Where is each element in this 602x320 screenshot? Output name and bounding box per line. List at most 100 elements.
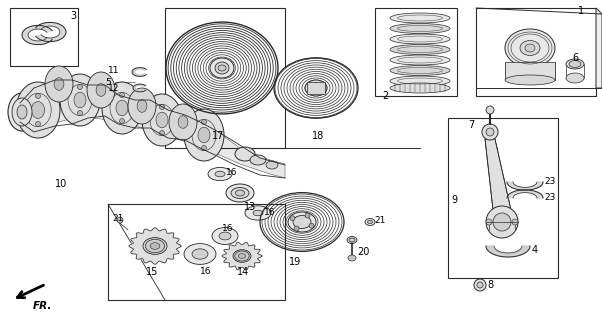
Ellipse shape bbox=[245, 206, 271, 220]
Text: 10: 10 bbox=[55, 179, 67, 189]
Ellipse shape bbox=[390, 76, 450, 86]
Text: 17: 17 bbox=[212, 131, 225, 141]
Polygon shape bbox=[596, 8, 602, 88]
Bar bbox=[307, 82, 325, 94]
Bar bbox=[505, 62, 555, 80]
Text: 6: 6 bbox=[572, 53, 578, 63]
Text: 9: 9 bbox=[451, 195, 457, 205]
Ellipse shape bbox=[215, 171, 225, 177]
Text: 5: 5 bbox=[105, 77, 111, 86]
Text: 23: 23 bbox=[544, 193, 556, 202]
Ellipse shape bbox=[525, 44, 535, 52]
Ellipse shape bbox=[238, 253, 246, 259]
Polygon shape bbox=[124, 100, 155, 118]
Ellipse shape bbox=[198, 127, 210, 143]
Polygon shape bbox=[22, 25, 52, 44]
Ellipse shape bbox=[235, 147, 255, 161]
Circle shape bbox=[36, 93, 40, 99]
Polygon shape bbox=[42, 82, 78, 112]
Ellipse shape bbox=[116, 100, 128, 116]
Ellipse shape bbox=[45, 66, 73, 102]
Ellipse shape bbox=[566, 73, 584, 83]
Ellipse shape bbox=[235, 251, 249, 261]
Text: 23: 23 bbox=[544, 177, 556, 186]
Ellipse shape bbox=[12, 98, 32, 126]
Bar bbox=[375, 8, 457, 96]
Ellipse shape bbox=[293, 215, 311, 228]
Ellipse shape bbox=[184, 109, 224, 161]
Bar bbox=[476, 8, 596, 96]
Circle shape bbox=[486, 106, 494, 114]
Ellipse shape bbox=[184, 244, 216, 264]
Circle shape bbox=[160, 131, 164, 135]
Circle shape bbox=[202, 119, 206, 124]
Circle shape bbox=[493, 213, 511, 231]
Polygon shape bbox=[164, 116, 194, 132]
Text: FR.: FR. bbox=[33, 301, 52, 311]
Polygon shape bbox=[84, 86, 116, 110]
Circle shape bbox=[202, 146, 206, 150]
Circle shape bbox=[309, 223, 314, 228]
Ellipse shape bbox=[288, 212, 316, 232]
Ellipse shape bbox=[250, 155, 266, 165]
Circle shape bbox=[78, 110, 82, 116]
Ellipse shape bbox=[96, 84, 106, 96]
Text: 16: 16 bbox=[200, 267, 211, 276]
Ellipse shape bbox=[17, 105, 27, 119]
Text: 13: 13 bbox=[244, 202, 256, 212]
Ellipse shape bbox=[60, 74, 100, 126]
Ellipse shape bbox=[390, 13, 450, 23]
Circle shape bbox=[160, 105, 164, 109]
Bar bbox=[108, 204, 285, 300]
Polygon shape bbox=[485, 139, 511, 210]
Ellipse shape bbox=[367, 220, 373, 223]
Ellipse shape bbox=[219, 232, 231, 240]
Text: 16: 16 bbox=[226, 167, 238, 177]
Ellipse shape bbox=[231, 188, 249, 198]
Ellipse shape bbox=[215, 62, 229, 74]
Circle shape bbox=[36, 122, 40, 126]
Ellipse shape bbox=[169, 104, 197, 140]
Ellipse shape bbox=[74, 92, 86, 108]
Text: 21: 21 bbox=[112, 213, 123, 222]
Ellipse shape bbox=[54, 78, 64, 90]
Ellipse shape bbox=[235, 190, 244, 196]
Ellipse shape bbox=[348, 255, 356, 261]
Ellipse shape bbox=[566, 59, 584, 69]
Circle shape bbox=[78, 84, 82, 90]
Ellipse shape bbox=[390, 34, 450, 44]
Circle shape bbox=[117, 217, 123, 223]
Ellipse shape bbox=[365, 219, 375, 226]
Bar bbox=[448, 118, 558, 278]
Ellipse shape bbox=[210, 58, 234, 78]
Polygon shape bbox=[486, 246, 530, 257]
Text: 7: 7 bbox=[468, 120, 474, 130]
Text: 11: 11 bbox=[108, 66, 120, 75]
Ellipse shape bbox=[150, 243, 160, 249]
Ellipse shape bbox=[390, 83, 450, 93]
Ellipse shape bbox=[569, 60, 581, 68]
Ellipse shape bbox=[349, 238, 355, 242]
Ellipse shape bbox=[390, 23, 450, 34]
Ellipse shape bbox=[143, 237, 167, 254]
Circle shape bbox=[486, 128, 494, 136]
Polygon shape bbox=[36, 22, 66, 42]
Polygon shape bbox=[507, 182, 543, 190]
Ellipse shape bbox=[166, 22, 278, 114]
Polygon shape bbox=[20, 88, 285, 178]
Ellipse shape bbox=[260, 193, 344, 252]
Polygon shape bbox=[507, 190, 543, 198]
Circle shape bbox=[486, 219, 492, 225]
Circle shape bbox=[120, 118, 125, 124]
Circle shape bbox=[120, 92, 125, 98]
Text: 12: 12 bbox=[108, 84, 119, 92]
Ellipse shape bbox=[253, 210, 263, 216]
Ellipse shape bbox=[309, 83, 323, 93]
Circle shape bbox=[486, 206, 518, 238]
Circle shape bbox=[477, 282, 483, 288]
Text: 1: 1 bbox=[578, 6, 584, 16]
Ellipse shape bbox=[390, 66, 450, 76]
Text: 18: 18 bbox=[312, 131, 324, 141]
Text: 19: 19 bbox=[289, 257, 301, 267]
Ellipse shape bbox=[233, 250, 251, 262]
